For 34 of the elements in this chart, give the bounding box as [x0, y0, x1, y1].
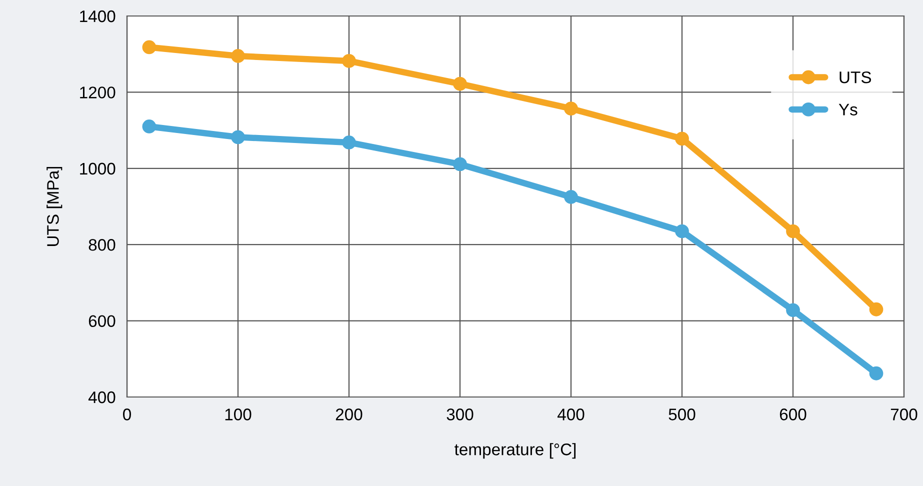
y-tick-label: 1400: [80, 10, 116, 22]
point: [564, 190, 578, 204]
x-tick-label: 600: [780, 408, 806, 420]
point: [231, 49, 245, 63]
point: [675, 132, 689, 146]
y-tick-label: 1200: [80, 86, 116, 98]
x-tick-label: 200: [336, 408, 362, 420]
point: [342, 54, 356, 68]
y-axis-title: UTS [MPa]: [46, 166, 62, 246]
legend-label: UTS: [840, 71, 872, 84]
x-tick-label: 400: [557, 408, 584, 420]
x-tick-label: 700: [890, 408, 918, 420]
point: [453, 157, 467, 172]
point: [564, 102, 578, 116]
x-tick-label: 500: [668, 408, 696, 420]
point: [231, 130, 245, 144]
point: [675, 224, 689, 238]
point: [869, 366, 884, 380]
y-tick-label: 800: [88, 239, 116, 251]
point: [142, 120, 156, 134]
point: [342, 136, 356, 150]
x-tick-label: 300: [446, 408, 474, 420]
x-axis-title: temperature [°C]: [454, 443, 576, 459]
legend-label: Ys: [838, 104, 858, 116]
point: [786, 303, 800, 318]
point: [869, 302, 884, 316]
y-tick-label: 600: [88, 315, 116, 328]
point: [142, 40, 156, 54]
y-tick-label: 400: [88, 391, 116, 404]
point: [786, 224, 800, 238]
x-tick-label: 100: [225, 408, 252, 420]
point: [453, 76, 467, 91]
x-tick-label: 0: [123, 408, 131, 420]
y-tick-label: 1000: [80, 162, 116, 175]
